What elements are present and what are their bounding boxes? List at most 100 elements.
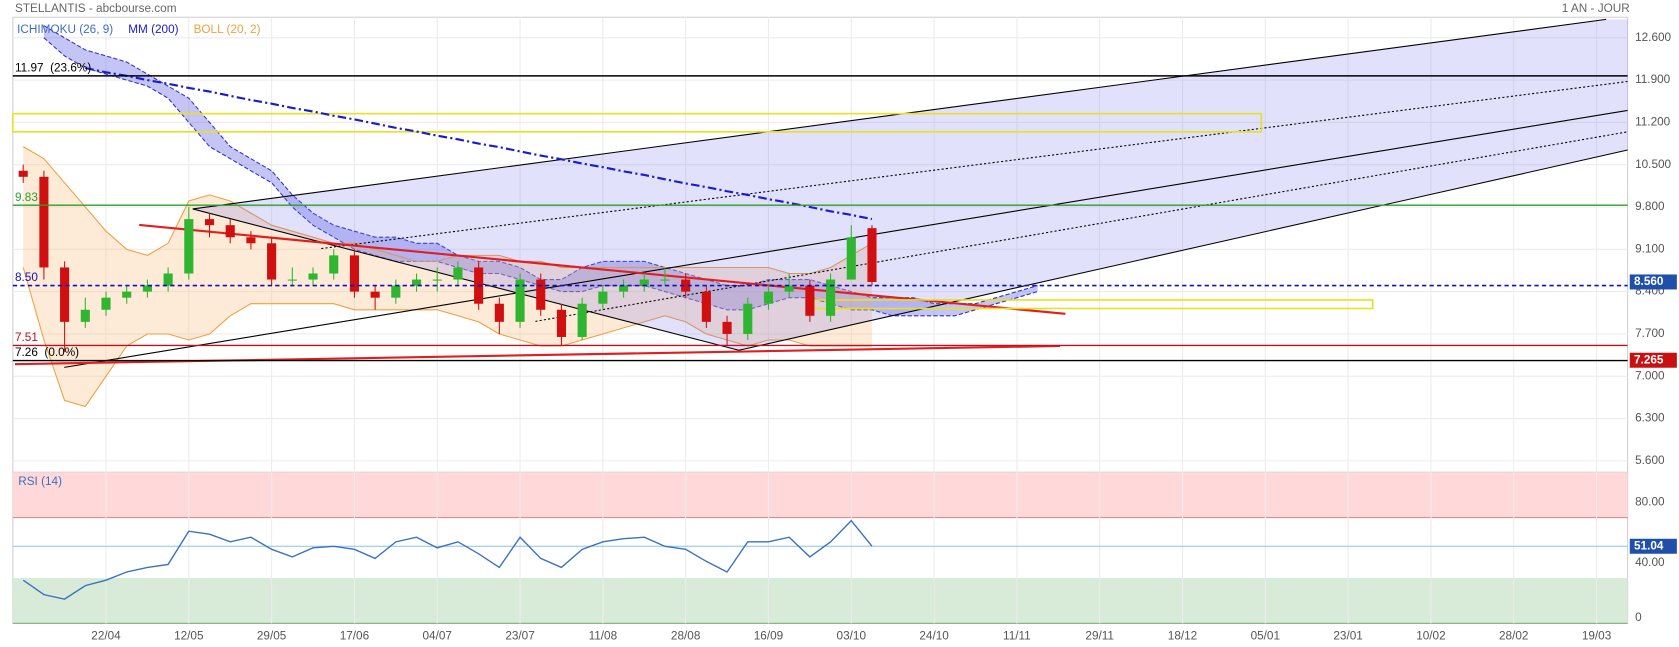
marks: [12, 66, 1628, 600]
legend-entry: MM (200): [128, 23, 178, 36]
x-tick-label: 11/08: [589, 629, 618, 642]
candle-body: [805, 285, 815, 316]
candle-body: [60, 267, 70, 322]
level-label: 9.83: [15, 191, 38, 204]
candle-body: [784, 285, 794, 292]
candle-body: [536, 279, 546, 310]
candle-body: [681, 279, 691, 292]
candle-body: [101, 297, 111, 310]
candle-body: [329, 255, 339, 274]
candle-body: [701, 291, 711, 322]
level-label: 7.26 (0.0%): [15, 346, 79, 359]
price-tag-label: 8.560: [1634, 275, 1664, 288]
channel-fill: [192, 19, 1628, 351]
rsi-line: [22, 519, 873, 600]
candle-body: [639, 279, 649, 286]
y-tick-label: 11.200: [1635, 116, 1671, 129]
x-tick-label: 10/02: [1416, 629, 1445, 642]
x-tick-label: 05/01: [1251, 629, 1280, 642]
y-tick-label: 9.100: [1635, 242, 1665, 255]
x-tick-label: 04/07: [423, 629, 452, 642]
legend-entry: ICHIMOKU (26, 9): [17, 23, 113, 36]
y-tick-label: 7.700: [1635, 327, 1665, 340]
labels: 22/04 12/05 29/05 17/06 04/07 23/07 11/08 28/08…: [15, 23, 1677, 642]
rsi-zone: [12, 472, 1628, 518]
band-lower: [22, 267, 872, 408]
candle-body: [846, 237, 856, 280]
period: 1 AN - JOUR: [1562, 2, 1630, 15]
legend-entry: BOLL (20, 2): [194, 23, 261, 36]
candle-body: [142, 285, 152, 292]
value-tag: [1629, 538, 1677, 554]
candle-body: [246, 237, 256, 244]
y-tick-label: 11.900: [1635, 73, 1671, 86]
channel-line: [321, 80, 1628, 250]
chart-title: STELLANTIS - abcbourse.com: [15, 2, 177, 15]
price-tag-label: 7.265: [1634, 353, 1664, 366]
x-tick-label: 24/10: [919, 629, 949, 642]
candle-body: [349, 255, 359, 292]
candle-body: [619, 285, 629, 292]
x-tick-label: 03/10: [837, 629, 867, 642]
level-label: 7.51: [15, 331, 38, 344]
candle-body: [225, 225, 235, 238]
candle-body: [391, 285, 401, 298]
candle-body: [287, 279, 297, 281]
candle-body: [80, 309, 90, 322]
candle-body: [163, 273, 173, 286]
trend-line: [139, 223, 1066, 315]
channel-line: [738, 149, 1628, 351]
zones: [12, 472, 1628, 624]
x-tick-label: 29/05: [257, 629, 287, 642]
x-tick-label: 19/03: [1582, 629, 1612, 642]
candle-body: [267, 243, 277, 280]
candle-body: [577, 303, 587, 337]
price-tag: [1629, 274, 1677, 290]
candle-body: [39, 176, 49, 268]
band-fill: [23, 146, 872, 407]
x-tick-label: 22/04: [91, 629, 121, 642]
candle-body: [370, 291, 380, 298]
candle-body: [18, 170, 28, 177]
band-upper: [22, 146, 873, 275]
x-tick-label: 16/09: [754, 629, 783, 642]
x-tick-label: 23/07: [505, 629, 534, 642]
candle-body: [184, 219, 194, 274]
rsi-zone: [12, 578, 1628, 624]
candle-body: [308, 273, 318, 280]
candle-body: [826, 279, 836, 316]
candle-body: [411, 279, 422, 286]
level-label: 11.97 (23.6%): [15, 61, 91, 74]
y-tick-label: 7.000: [1635, 369, 1665, 382]
candle-body: [204, 219, 215, 226]
candle-body: [722, 321, 732, 334]
x-tick-label: 17/06: [340, 629, 370, 642]
y-tick-label: 0: [1635, 611, 1642, 624]
x-tick-label: 23/01: [1333, 629, 1362, 642]
candle-body: [453, 267, 463, 280]
x-tick-label: 28/08: [671, 629, 701, 642]
moving-average: [85, 66, 873, 221]
channel-line: [535, 131, 1628, 322]
y-tick-label: 80.00: [1635, 496, 1665, 509]
y-tick-label: 40.00: [1635, 556, 1665, 569]
candle-body: [494, 303, 504, 322]
y-tick-label: 9.800: [1635, 200, 1665, 213]
candle-body: [598, 291, 608, 304]
level-label: 8.50: [15, 271, 38, 284]
candle-body: [660, 279, 670, 281]
value-tag-label: 51.04: [1634, 539, 1664, 552]
candle-body: [763, 291, 774, 304]
x-tick-label: 12/05: [174, 629, 204, 642]
candle-body: [556, 309, 567, 337]
channel-line: [64, 109, 1628, 368]
x-tick-label: 11/11: [1003, 629, 1031, 642]
y-tick-label: 12.600: [1635, 31, 1671, 44]
x-tick-label: 28/02: [1499, 629, 1528, 642]
x-tick-label: 29/11: [1085, 629, 1114, 642]
panel-title: RSI (14): [18, 475, 62, 488]
candle-body: [743, 303, 753, 334]
candle-body: [432, 279, 442, 281]
